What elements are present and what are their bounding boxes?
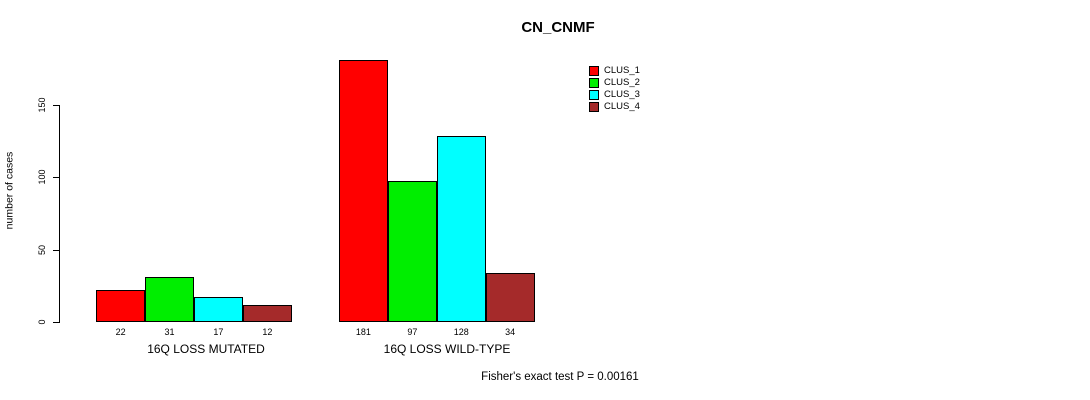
bar-clus-4-group-2 (485, 272, 535, 322)
bar-value-label: 34 (505, 327, 516, 337)
y-tick-label: 100 (37, 169, 47, 185)
bar-value-label: 128 (453, 327, 469, 337)
legend-label-clus-1: CLUS_1 (604, 65, 640, 76)
x-category-label: 16Q LOSS MUTATED (147, 342, 265, 356)
x-category-label: 16Q LOSS WILD-TYPE (383, 342, 511, 356)
bar-clus-2-group-2 (387, 181, 437, 322)
fisher-test-annotation: Fisher's exact test P = 0.00161 (481, 371, 639, 383)
bar-clus-3-group-2 (436, 136, 486, 322)
y-tick (53, 322, 59, 323)
y-tick-label: 150 (37, 96, 47, 113)
bar-clus-1-group-1 (96, 290, 146, 322)
y-tick (53, 177, 59, 178)
bar-value-label: 17 (213, 327, 224, 337)
y-tick (53, 249, 59, 251)
bar-value-label: 31 (164, 327, 175, 337)
legend-swatch-clus-1 (589, 65, 599, 76)
bar-clus-1-group-2 (339, 59, 388, 322)
bar-value-label: 22 (115, 327, 126, 337)
bar-clus-3-group-1 (194, 297, 243, 322)
bar-clus-4-group-1 (242, 304, 292, 322)
bar-value-label: 181 (355, 327, 371, 337)
legend-label-clus-3: CLUS_3 (604, 89, 640, 100)
legend-label-clus-4: CLUS_4 (604, 101, 640, 112)
bar-value-label: 12 (262, 327, 273, 337)
y-axis-title: number of cases (3, 151, 16, 230)
bar-clus-2-group-1 (145, 277, 194, 322)
legend-swatch-clus-4 (589, 101, 599, 112)
y-axis-line (59, 104, 60, 323)
bar-value-label: 97 (407, 327, 418, 337)
legend-swatch-clus-2 (589, 77, 599, 88)
y-tick-label: 50 (37, 244, 47, 255)
legend-label-clus-2: CLUS_2 (604, 77, 640, 88)
legend-swatch-clus-3 (589, 89, 599, 100)
y-tick-label: 0 (37, 319, 47, 325)
chart-title: CN_CNMF (521, 19, 595, 36)
y-tick (53, 104, 59, 106)
